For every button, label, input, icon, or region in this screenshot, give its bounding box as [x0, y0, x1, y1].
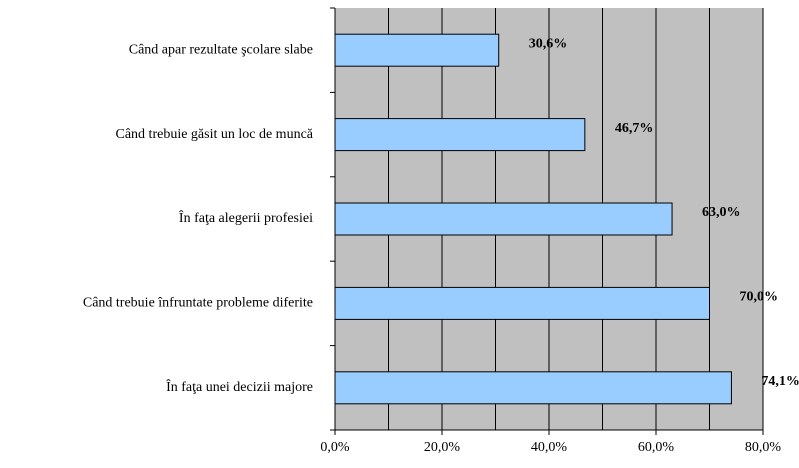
x-tick-label: 60,0%	[638, 440, 675, 455]
bar	[334, 118, 586, 152]
value-label: 74,1%	[761, 374, 799, 389]
x-tick-label: 0,0%	[320, 440, 350, 455]
value-label: 70,0%	[740, 290, 779, 305]
bar	[334, 286, 710, 320]
x-tick-label: 40,0%	[531, 440, 568, 455]
bar	[334, 202, 673, 236]
x-tick-label: 80,0%	[745, 440, 782, 455]
y-tick-label: În faţa unei decizii majore	[166, 378, 313, 395]
y-tick-label: În faţa alegerii profesiei	[179, 209, 313, 226]
y-tick-label: Când apar rezultate şcolare slabe	[129, 42, 313, 57]
bar	[334, 371, 732, 405]
y-tick-label: Când trebuie înfruntate probleme diferit…	[83, 296, 313, 311]
value-label: 30,6%	[529, 36, 568, 51]
y-tick-label: Când trebuie găsit un loc de muncă	[116, 127, 314, 142]
x-tick-label: 20,0%	[424, 440, 461, 455]
value-label: 63,0%	[702, 205, 741, 220]
bar	[334, 33, 500, 67]
value-label: 46,7%	[615, 121, 654, 136]
